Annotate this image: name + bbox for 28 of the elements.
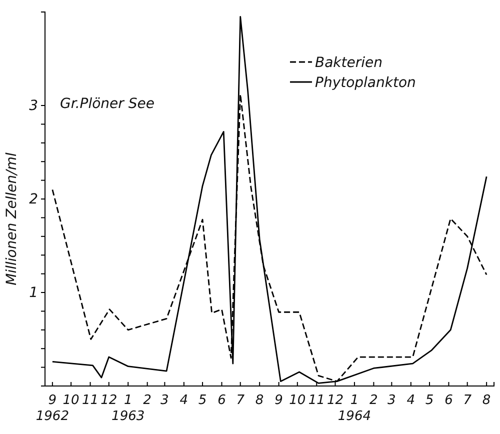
x-tick-label: 4: [406, 393, 416, 408]
x-tick-label: 3: [160, 393, 169, 408]
x-tick-label: 11: [308, 393, 325, 408]
y-tick-label: 1: [29, 284, 38, 301]
legend-label: Phytoplankton: [315, 75, 416, 91]
x-tick-label: 4: [180, 393, 188, 408]
x-tick-label: 5: [198, 393, 207, 408]
x-tick-label: 7: [236, 393, 246, 408]
x-tick-label: 9: [274, 393, 283, 408]
x-tick-label: 10: [62, 393, 80, 408]
x-tick-label: 6: [444, 393, 453, 408]
x-tick-label: 2: [370, 393, 378, 408]
x-tick-label: 3: [388, 393, 396, 408]
x-tick-label: 8: [482, 393, 491, 408]
x-tick-label: 2: [143, 393, 152, 408]
y-tick-label: 3: [29, 98, 38, 114]
annotation: Gr.Plöner See: [60, 96, 154, 112]
legend-label: Bakterien: [315, 55, 383, 71]
x-tick-label: 11: [82, 393, 99, 408]
y-axis-title: Millionen Zellen/ml: [4, 152, 20, 286]
x-tick-label: 12: [100, 393, 118, 408]
x-tick-label: 10: [289, 393, 306, 408]
x-tick-label: 12: [326, 393, 344, 408]
x-tick-label: 6: [218, 393, 226, 408]
y-tick-label: 2: [29, 191, 38, 208]
x-tick-label: 7: [463, 393, 472, 408]
x-tick-label: 8: [255, 393, 264, 408]
x-tick-label: 5: [425, 393, 434, 408]
